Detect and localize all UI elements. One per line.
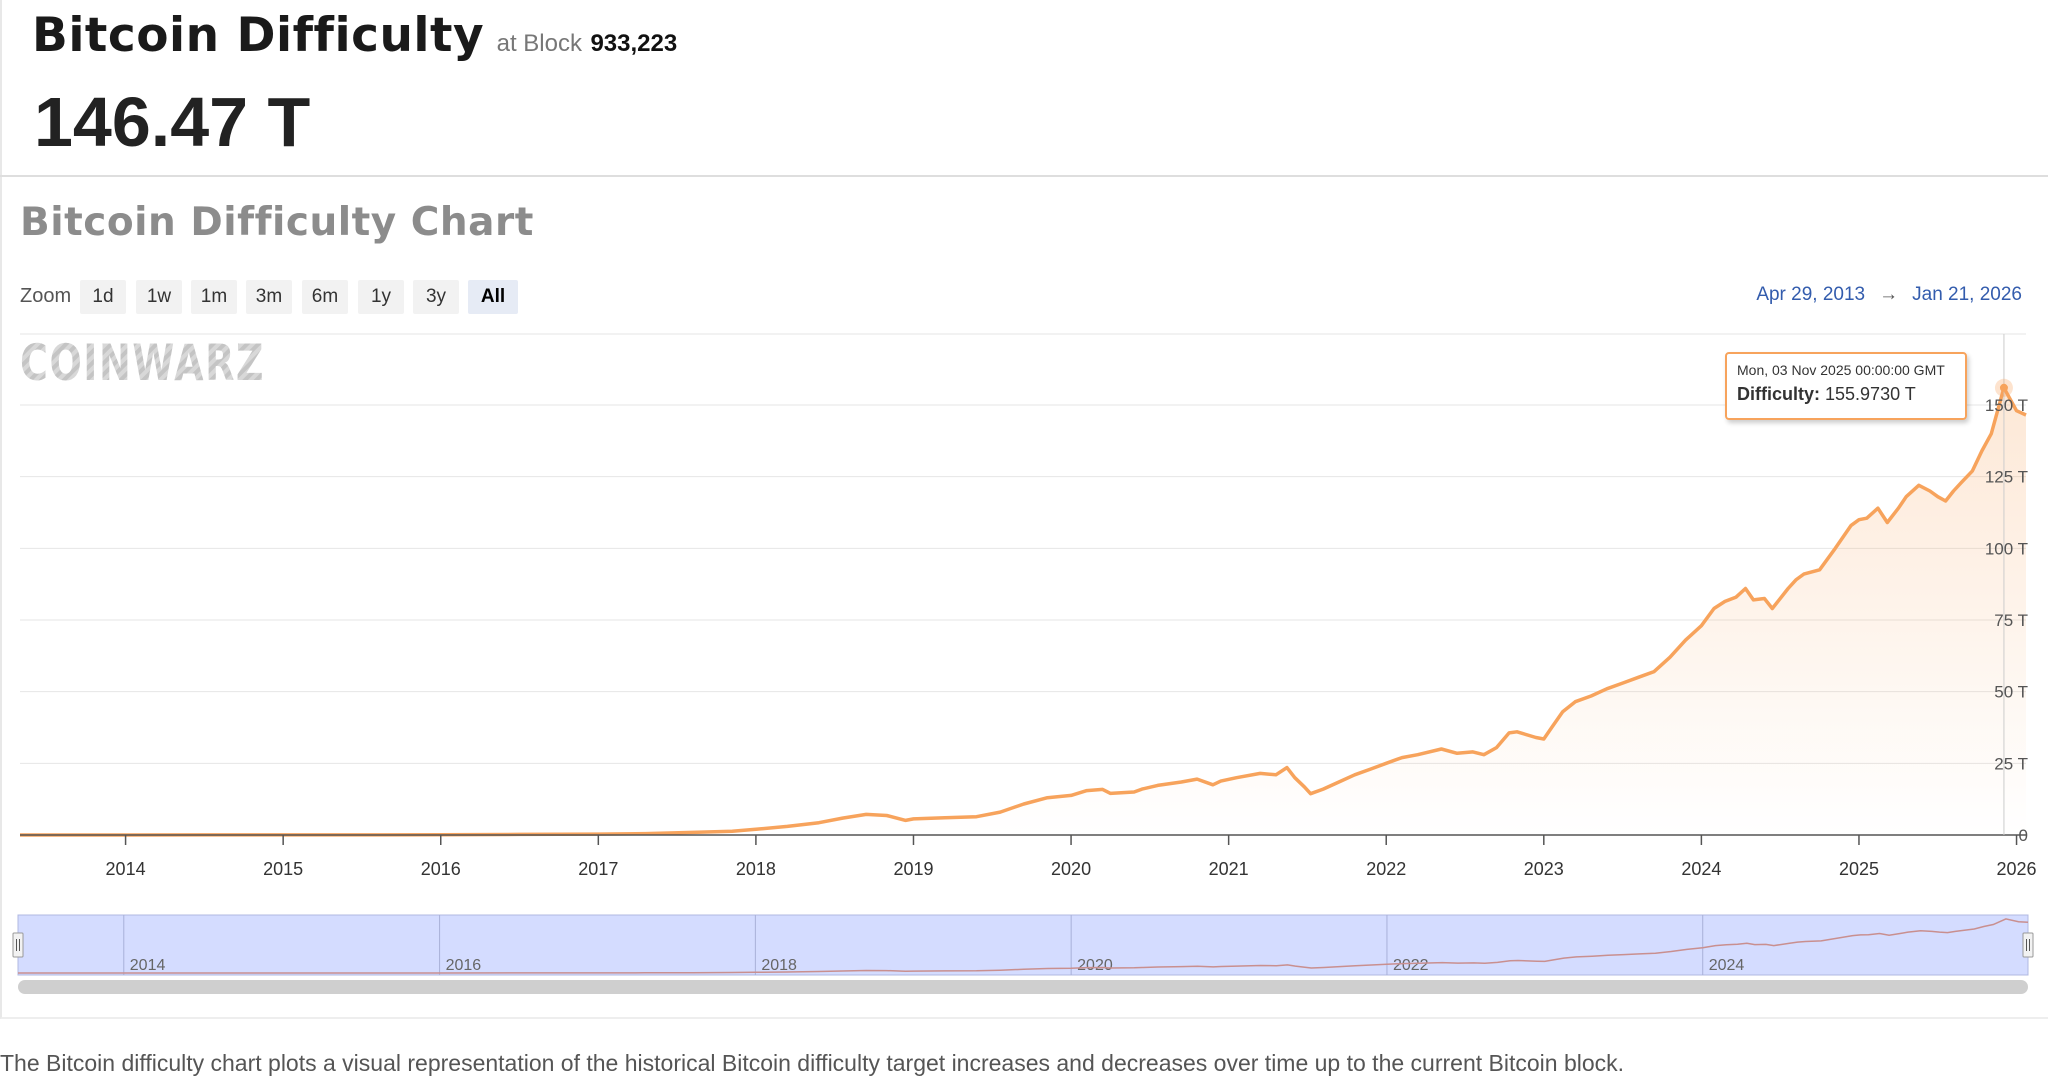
tooltip-key: Difficulty:	[1737, 384, 1820, 404]
x-tick-label: 2025	[1839, 859, 1879, 879]
range-from-date[interactable]: Apr 29, 2013	[1756, 284, 1866, 305]
hover-marker	[1994, 334, 2013, 835]
x-tick-label: 2021	[1209, 859, 1249, 879]
tooltip-date: Mon, 03 Nov 2025 00:00:00 GMT	[1737, 362, 1945, 378]
grid-lines	[20, 333, 2026, 764]
navigator-tick-label: 2016	[446, 957, 482, 974]
tooltip: Mon, 03 Nov 2025 00:00:00 GMT Difficulty…	[1725, 352, 1967, 420]
navigator[interactable]: 2014 2016 2018 2020 2022 2024	[12, 914, 2034, 994]
series-line	[20, 386, 2027, 837]
chart-card	[0, 177, 2048, 1019]
y-tick-label: 50 T	[1994, 683, 2028, 702]
y-tick-label: 125 T	[1985, 468, 2028, 487]
chart-title: Bitcoin Difficulty Chart	[20, 200, 534, 245]
y-tick-label: 25 T	[1994, 754, 2028, 773]
x-tick-label: 2016	[421, 859, 461, 879]
zoom-1y-button[interactable]: 1y	[358, 280, 404, 314]
tooltip-line: Difficulty: 155.9730 T	[1737, 384, 1955, 405]
y-tick-label: 150 T	[1985, 396, 2028, 415]
x-tick-label: 2019	[893, 859, 933, 879]
zoom-all-button[interactable]: All	[468, 280, 518, 314]
tooltip-value: 155.9730 T	[1825, 384, 1916, 404]
handle-body[interactable]	[2022, 932, 2034, 958]
difficulty-area	[20, 387, 2026, 835]
zoom-label: Zoom	[20, 285, 72, 307]
y-tick-label: 75 T	[1994, 611, 2028, 630]
navigator-scrollbar[interactable]	[18, 980, 2028, 994]
navigator-tick-label: 2020	[1077, 957, 1113, 974]
x-tick-label: 2015	[263, 859, 303, 879]
x-tick-label: 2024	[1681, 859, 1721, 879]
x-tick-label: 2023	[1524, 859, 1564, 879]
x-tick-label: 2014	[106, 859, 146, 879]
navigator-tick-label: 2018	[761, 957, 797, 974]
hover-point	[1999, 383, 2008, 392]
range-to-date[interactable]: Jan 21, 2026	[1912, 284, 2022, 305]
navigator-tick-label: 2014	[130, 957, 166, 974]
handle-body[interactable]	[12, 932, 24, 958]
watermark-logo: COINWARZ	[20, 334, 265, 392]
date-range: Apr 29, 2013 → Jan 21, 2026	[1756, 284, 2022, 306]
zoom-1w-button[interactable]: 1w	[136, 280, 182, 314]
x-tick-label: 2026	[1997, 859, 2037, 879]
y-tick-label: 100 T	[1985, 539, 2028, 558]
description-text: The Bitcoin difficulty chart plots a vis…	[0, 1050, 1625, 1076]
navigator-left-handle[interactable]	[12, 932, 24, 958]
zoom-6m-button[interactable]: 6m	[302, 280, 348, 314]
difficulty-line	[20, 386, 2027, 837]
zoom-3m-button[interactable]: 3m	[246, 280, 292, 314]
x-tick-label: 2022	[1366, 859, 1406, 879]
current-difficulty-value: 146.47 T	[34, 83, 311, 161]
page-title: Bitcoin Difficulty	[32, 8, 485, 63]
navigator-tick-label: 2022	[1393, 957, 1429, 974]
range-arrow-icon: →	[1879, 284, 1899, 305]
coinwarz-watermark: COINWARZ	[20, 334, 265, 392]
title-row: Bitcoin Difficulty at Block 933,223	[32, 8, 677, 63]
navigator-series-line	[18, 918, 2029, 974]
block-height: 933,223	[590, 30, 678, 57]
header-divider	[0, 175, 2048, 177]
difficulty-header: Bitcoin Difficulty at Block 933,223 146.…	[0, 0, 2048, 176]
zoom-1d-button[interactable]: 1d	[80, 280, 126, 314]
x-tick-label: 2018	[736, 859, 776, 879]
x-tick-label: 2020	[1051, 859, 1091, 879]
area-fill	[20, 387, 2026, 835]
x-tick-label: 2017	[578, 859, 618, 879]
zoom-1m-button[interactable]: 1m	[191, 280, 237, 314]
zoom-3y-button[interactable]: 3y	[413, 280, 459, 314]
navigator-selection[interactable]	[17, 914, 2029, 976]
at-block-label: at Block	[496, 30, 582, 57]
navigator-tick-label: 2024	[1709, 957, 1745, 974]
navigator-right-handle[interactable]	[2022, 932, 2034, 958]
